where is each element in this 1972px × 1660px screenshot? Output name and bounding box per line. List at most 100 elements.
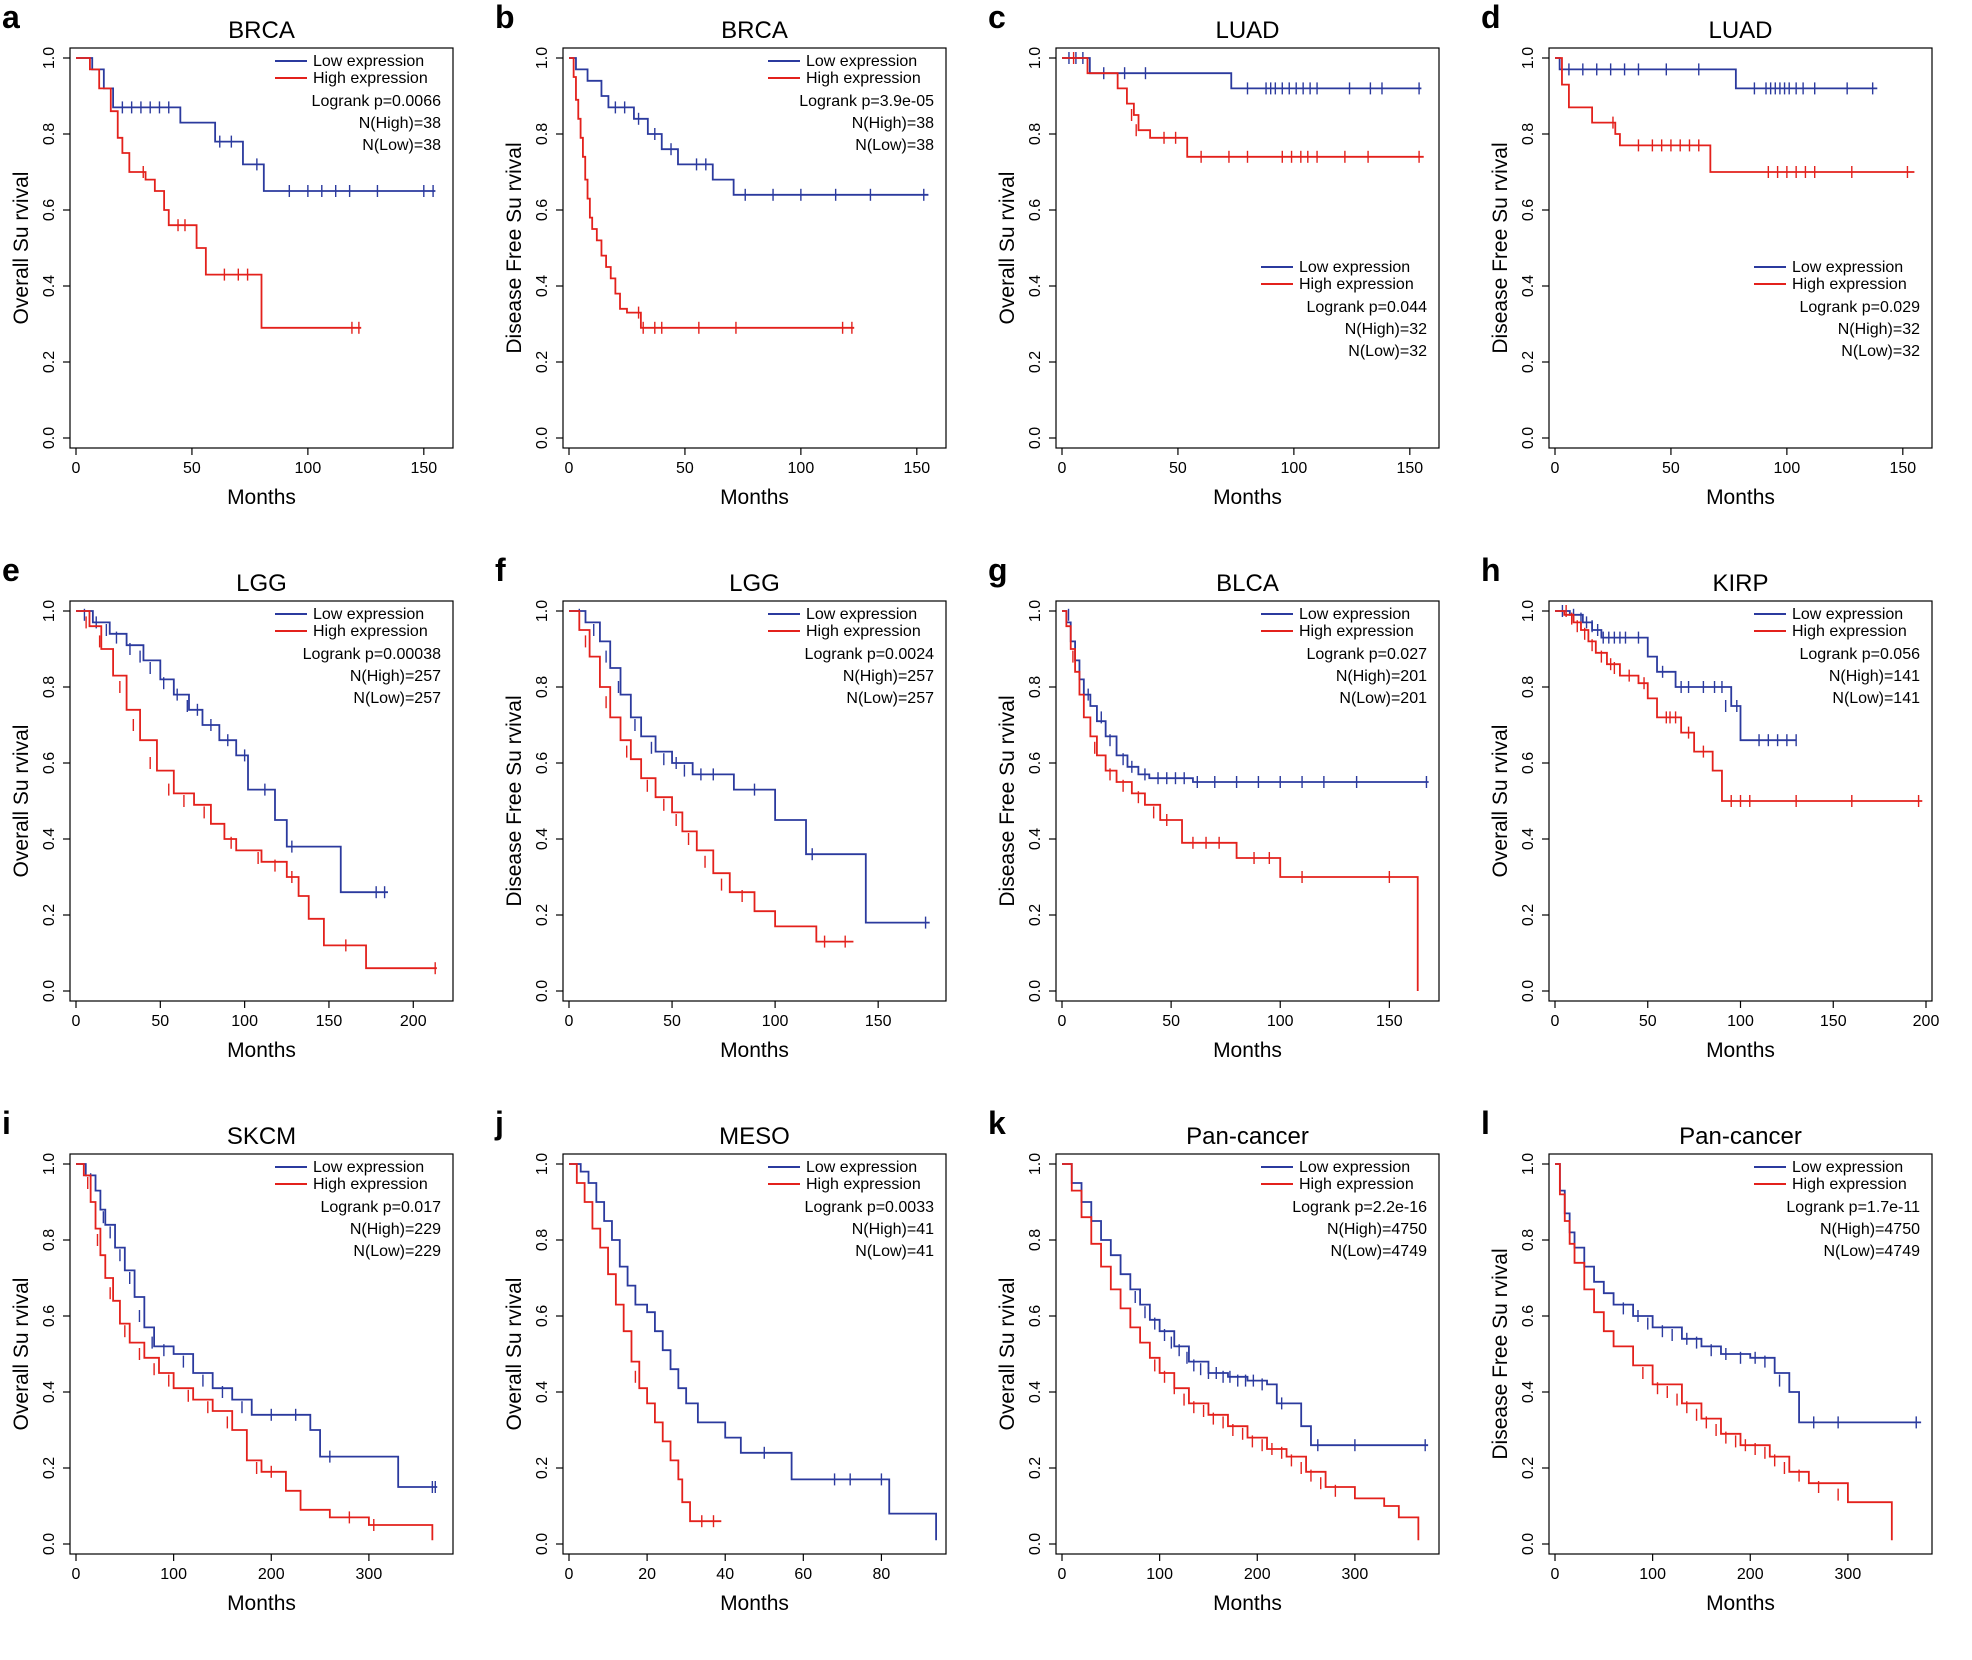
km-curve-low-expression (1062, 1163, 1429, 1447)
chart-title: LUAD (1708, 17, 1772, 44)
x-tick-label: 300 (356, 1566, 383, 1583)
y-tick-label: 0.2 (41, 904, 58, 926)
n-low: N(Low)=229 (353, 1243, 441, 1260)
y-tick-label: 1.0 (534, 1153, 551, 1175)
x-tick-label: 100 (1146, 1566, 1173, 1583)
x-tick-label: 0 (565, 460, 574, 477)
plot-frame (1548, 1153, 1933, 1555)
y-tick-label: 1.0 (41, 47, 58, 69)
y-tick-label: 0.6 (41, 199, 58, 221)
x-tick-label: 50 (676, 460, 694, 477)
panel-a: a BRCA 0 50 100 150 0.0 0.2 0.4 0.6 0.8 1.0 Months Ov… (0, 0, 493, 553)
chart-title: LGG (729, 570, 780, 597)
legend-label: Low expression (1299, 606, 1410, 623)
n-high: N(High)=4750 (1327, 1221, 1427, 1238)
panel-i: i SKCM 0 100 200 300 0.0 0.2 0.4 0.6 0.8 1.0 Months O… (0, 1106, 493, 1659)
panel-h: h KIRP 0 50 100 150 200 0.0 0.2 0.4 0.6 0.8 1.0 Month… (1479, 553, 1972, 1106)
x-axis-label: Months (1213, 1592, 1282, 1615)
chart-l: l Pan-cancer 0 100 200 300 0.0 0.2 0.4 0.6 0.8 1.0 M… (1481, 1106, 1933, 1615)
y-tick-label: 0.0 (41, 427, 58, 449)
x-tick-label: 50 (663, 1013, 681, 1030)
x-tick-label: 150 (865, 1013, 892, 1030)
km-curve-high-expression (76, 57, 362, 329)
legend-label: High expression (313, 1176, 428, 1193)
panel-c: c LUAD 0 50 100 150 0.0 0.2 0.4 0.6 0.8 1.0 Months Ov… (986, 0, 1479, 553)
y-tick-label: 1.0 (1520, 1153, 1537, 1175)
chart-title: BRCA (721, 17, 788, 44)
panel-letter: l (1481, 1106, 1490, 1141)
y-tick-label: 0.4 (41, 275, 58, 297)
x-tick-label: 100 (231, 1013, 258, 1030)
chart-title: BLCA (1216, 570, 1279, 597)
n-high: N(High)=32 (1345, 321, 1427, 338)
logrank-pvalue: Logrank p=0.0066 (312, 93, 442, 110)
legend-label: High expression (1792, 276, 1907, 293)
x-axis-label: Months (1706, 1039, 1775, 1062)
km-curve-high-expression (76, 1163, 434, 1541)
x-tick-label: 0 (1551, 1013, 1560, 1030)
legend-label: Low expression (1299, 259, 1410, 276)
y-tick-label: 0.6 (1520, 752, 1537, 774)
x-tick-label: 150 (316, 1013, 343, 1030)
y-tick-label: 0.8 (1027, 676, 1044, 698)
y-tick-label: 0.6 (534, 752, 551, 774)
chart-c: c LUAD 0 50 100 150 0.0 0.2 0.4 0.6 0.8 1.0 Months Ov… (988, 0, 1440, 509)
x-axis-label: Months (227, 1592, 296, 1615)
y-tick-label: 0.2 (1027, 1457, 1044, 1479)
logrank-pvalue: Logrank p=0.017 (320, 1199, 441, 1216)
x-tick-label: 0 (72, 1566, 81, 1583)
x-tick-label: 150 (903, 460, 930, 477)
km-curve-low-expression (569, 1163, 937, 1541)
panel-letter: e (2, 553, 20, 588)
x-tick-label: 200 (1913, 1013, 1940, 1030)
n-low: N(Low)=141 (1832, 690, 1920, 707)
legend-label: High expression (1792, 623, 1907, 640)
chart-title: LGG (236, 570, 287, 597)
plot-frame (69, 47, 454, 449)
y-tick-label: 1.0 (41, 1153, 58, 1175)
chart-title: BRCA (228, 17, 295, 44)
x-tick-label: 200 (400, 1013, 427, 1030)
km-curve-high-expression (76, 610, 437, 970)
legend-label: High expression (806, 70, 921, 87)
y-tick-label: 0.4 (1027, 1381, 1044, 1403)
y-tick-label: 0.2 (41, 1457, 58, 1479)
panel-k: k Pan-cancer 0 100 200 300 0.0 0.2 0.4 0.6 0.8 1.0 M… (986, 1106, 1479, 1659)
x-tick-label: 0 (1058, 460, 1067, 477)
y-tick-label: 0.8 (1520, 123, 1537, 145)
panel-letter: c (988, 0, 1006, 35)
y-tick-label: 0.8 (534, 1229, 551, 1251)
x-axis-label: Months (227, 1039, 296, 1062)
n-low: N(Low)=41 (855, 1243, 934, 1260)
x-tick-label: 0 (72, 460, 81, 477)
y-tick-label: 1.0 (1520, 47, 1537, 69)
legend-label: Low expression (1792, 1159, 1903, 1176)
plot-frame (1055, 47, 1440, 449)
panel-letter: a (2, 0, 20, 35)
km-curve-low-expression (1062, 610, 1429, 783)
y-axis-label: Disease Free Su rvival (996, 695, 1019, 906)
chart-title: Pan-cancer (1679, 1123, 1802, 1150)
x-tick-label: 150 (1376, 1013, 1403, 1030)
y-axis-label: Overall Su rvival (10, 1278, 33, 1431)
chart-f: f LGG 0 50 100 150 0.0 0.2 0.4 0.6 0.8 1.0 Months Dis… (495, 553, 947, 1062)
panel-letter: j (494, 1106, 504, 1141)
x-tick-label: 0 (1058, 1013, 1067, 1030)
x-tick-label: 200 (1244, 1566, 1271, 1583)
logrank-pvalue: Logrank p=3.9e-05 (799, 93, 934, 110)
n-low: N(Low)=257 (846, 690, 934, 707)
chart-title: KIRP (1712, 570, 1768, 597)
y-tick-label: 0.8 (1027, 1229, 1044, 1251)
y-axis-label: Overall Su rvival (10, 172, 33, 325)
panel-g: g BLCA 0 50 100 150 0.0 0.2 0.4 0.6 0.8 1.0 Months Di… (986, 553, 1479, 1106)
x-tick-label: 200 (1737, 1566, 1764, 1583)
x-tick-label: 300 (1342, 1566, 1369, 1583)
chart-title: LUAD (1215, 17, 1279, 44)
y-tick-label: 0.6 (1027, 199, 1044, 221)
km-curve-low-expression (569, 610, 930, 924)
n-low: N(Low)=32 (1841, 343, 1920, 360)
plot-frame (562, 47, 947, 449)
legend-label: High expression (1299, 1176, 1414, 1193)
y-tick-label: 0.6 (41, 1305, 58, 1327)
legend-label: Low expression (313, 53, 424, 70)
